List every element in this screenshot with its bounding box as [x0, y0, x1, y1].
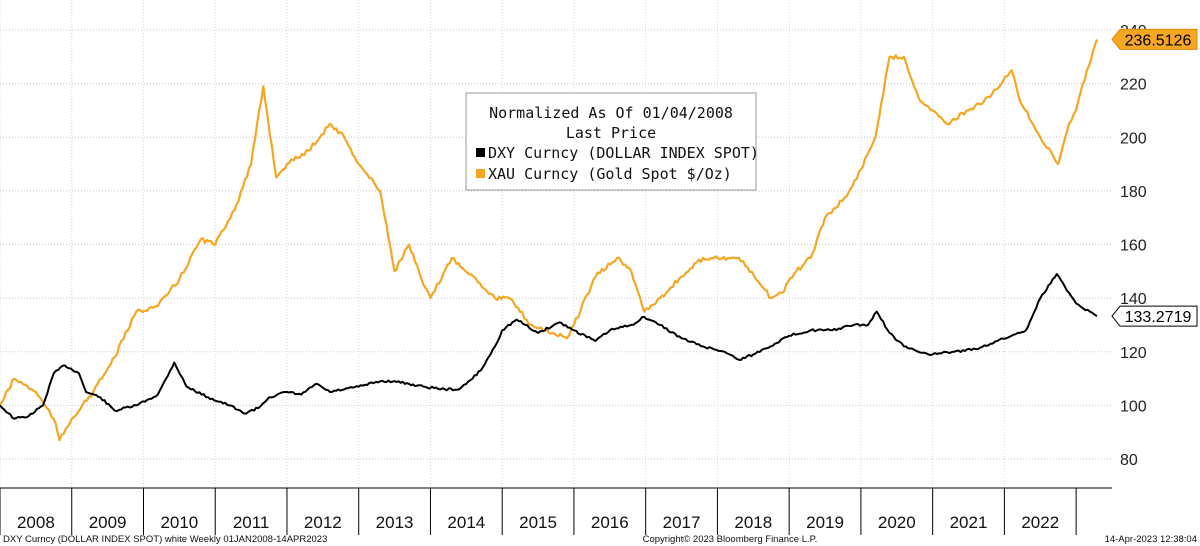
x-tick-label: 2021 [950, 513, 988, 532]
legend-header-line1: Normalized As Of 01/04/2008 [489, 104, 733, 122]
legend-box [465, 92, 757, 191]
x-tick-label: 2019 [806, 513, 844, 532]
footer-left: DXY Curncy (DOLLAR INDEX SPOT) white Wee… [3, 534, 327, 545]
last-value-tag-dxy: 133.2719 [1111, 305, 1198, 327]
x-tick-label: 2022 [1021, 513, 1059, 532]
x-tick-label: 2016 [591, 513, 629, 532]
x-tick-label: 2013 [376, 513, 414, 532]
last-value-label: 236.5126 [1125, 32, 1192, 49]
legend-swatch-xau [476, 169, 485, 178]
last-value-tags: 133.2719 236.5126 [1111, 28, 1198, 327]
y-tick-label: 220 [1120, 77, 1147, 94]
legend-entry-xau: XAU Curncy (Gold Spot $/Oz) [488, 165, 732, 183]
series-layer [0, 39, 1098, 442]
x-tick-label: 2018 [734, 513, 772, 532]
y-axis-ticks: 80100120140160180200220240 [1120, 23, 1147, 469]
last-value-tag-xau: 236.5126 [1111, 28, 1198, 50]
y-tick-label: 180 [1120, 184, 1147, 201]
y-tick-label: 140 [1120, 291, 1147, 308]
legend-swatch-dxy [476, 148, 485, 157]
y-tick-label: 80 [1120, 452, 1138, 469]
x-tick-label: 2008 [17, 513, 55, 532]
y-tick-label: 100 [1120, 398, 1147, 415]
last-value-label: 133.2719 [1125, 309, 1192, 326]
footer: DXY Curncy (DOLLAR INDEX SPOT) white Wee… [3, 534, 1197, 545]
x-tick-label: 2009 [89, 513, 127, 532]
x-axis: 2008 2009 2010 2011 2012 2013 2014 2015 2016 2017… [0, 487, 1112, 535]
x-tick-label: 2011 [233, 513, 270, 532]
x-tick-label: 2012 [304, 513, 342, 532]
x-tick-label: 2020 [878, 513, 916, 532]
x-tick-label: 2015 [519, 513, 557, 532]
y-tick-label: 200 [1120, 130, 1147, 147]
series-line-dxy [0, 273, 1098, 420]
footer-right: 14-Apr-2023 12:38:04 [1105, 534, 1197, 545]
legend-entry-dxy: DXY Curncy (DOLLAR INDEX SPOT) [488, 144, 759, 162]
legend: Normalized As Of 01/04/2008 Last Price D… [465, 92, 759, 191]
footer-center: Copyright© 2023 Bloomberg Finance L.P. [643, 534, 818, 545]
y-tick-label: 120 [1120, 345, 1147, 362]
series-line-xau [0, 39, 1098, 442]
x-tick-label: 2017 [663, 513, 701, 532]
legend-header-line2: Last Price [566, 124, 656, 142]
x-tick-label: 2014 [447, 513, 485, 532]
x-tick-label: 2010 [160, 513, 198, 532]
y-tick-label: 160 [1120, 238, 1147, 255]
